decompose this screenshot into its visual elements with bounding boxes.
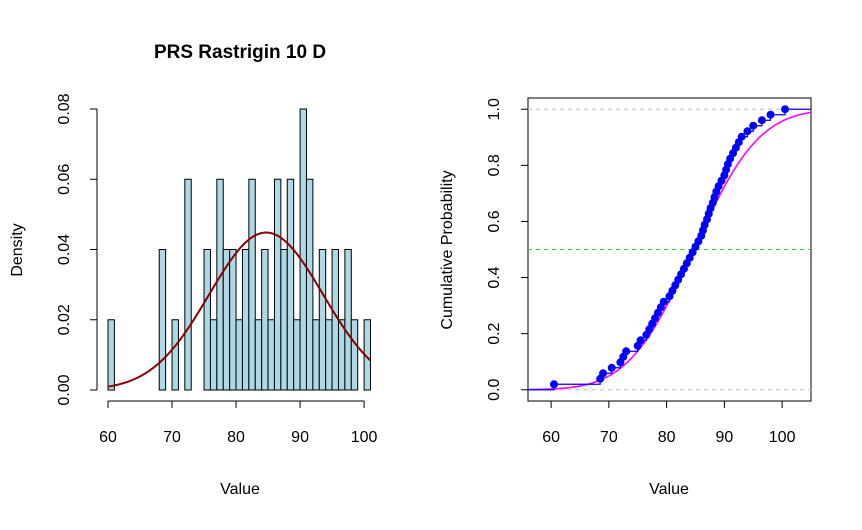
histogram-bar [350, 319, 359, 391]
theoretical-cdf-curve [527, 111, 812, 391]
histogram-y-axis: 0.00 0.02 0.04 0.06 0.08 [56, 93, 98, 406]
ecdf-y-tick-label: 1.0 [486, 98, 503, 120]
ecdf-y-tick-label: 0.6 [486, 210, 503, 232]
ecdf-point [743, 127, 752, 136]
ecdf-point [622, 347, 631, 356]
histogram-x-tick-label: 80 [227, 429, 245, 446]
ecdf-y-tick-label: 0.0 [486, 379, 503, 401]
ecdf-x-tick-label: 80 [658, 429, 676, 446]
histogram-y-tick-label: 0.04 [56, 234, 73, 265]
ecdf-x-tick-label: 90 [715, 429, 733, 446]
histogram-y-axis-label: Density [9, 223, 26, 276]
histogram-bar [203, 249, 211, 391]
histogram-bar [209, 319, 218, 391]
histogram-y-tick-label: 0.06 [56, 164, 73, 195]
ecdf-point [781, 105, 790, 114]
histogram-x-tick-label: 60 [99, 429, 117, 446]
histogram-bar [299, 108, 307, 391]
histogram-x-tick-label: 100 [351, 429, 378, 446]
histogram-bar [305, 178, 314, 391]
histogram-bar [248, 178, 256, 391]
histogram-bar [286, 178, 295, 391]
ecdf-panel: 60 70 80 90 100 0.0 0.2 0.4 0.6 0.8 1.0 Value Cum… [439, 97, 812, 498]
histogram-bar [171, 319, 179, 391]
ecdf-y-tick-label: 0.2 [486, 322, 503, 344]
histogram-bar [216, 178, 224, 391]
histogram-bar [293, 319, 301, 391]
ecdf-x-tick-label: 60 [542, 429, 560, 446]
histogram-bar [280, 249, 288, 391]
ecdf-point [757, 116, 766, 125]
ecdf-y-tick-label: 0.8 [486, 154, 503, 176]
histogram-bar [229, 249, 237, 391]
ecdf-points [549, 105, 790, 389]
histogram-bar [254, 319, 263, 391]
ecdf-point [749, 121, 758, 130]
ecdf-reference-lines [528, 108, 811, 391]
histogram-y-tick-label: 0.02 [56, 304, 73, 335]
ecdf-point [599, 369, 608, 378]
ecdf-point [737, 132, 746, 141]
histogram-x-axis: 60 70 80 90 100 [99, 400, 378, 446]
histogram-y-tick-label: 0.08 [56, 93, 73, 124]
histogram-bar [318, 249, 327, 391]
histogram-x-tick-label: 70 [163, 429, 181, 446]
ecdf-y-axis: 0.0 0.2 0.4 0.6 0.8 1.0 [486, 98, 528, 401]
histogram-bar [261, 249, 269, 391]
histogram-bar [344, 249, 352, 391]
histogram-x-tick-label: 90 [291, 429, 309, 446]
histogram-bar [184, 178, 192, 391]
histogram-bar [337, 319, 346, 391]
ecdf-x-axis: 60 70 80 90 100 [542, 401, 796, 446]
histogram-bar [107, 319, 115, 391]
ecdf-point [636, 336, 645, 345]
ecdf-x-axis-label: Value [649, 481, 689, 498]
histogram-bar [235, 319, 243, 391]
histogram-y-tick-label: 0.00 [56, 374, 73, 405]
histogram-x-axis-label: Value [220, 481, 260, 498]
ecdf-point [607, 363, 616, 372]
histogram-bar [158, 249, 167, 391]
histogram-panel: PRS Rastrigin 10 D 60 70 80 90 100 0.000.020… [9, 42, 378, 498]
histogram-title: PRS Rastrigin 10 D [154, 42, 326, 63]
ecdf-point [766, 110, 775, 119]
histogram-bars [107, 108, 372, 391]
ecdf-point [659, 297, 668, 306]
ecdf-x-tick-label: 100 [769, 429, 796, 446]
histogram-bar [241, 249, 250, 391]
ecdf-point [549, 380, 558, 389]
histogram-bar [273, 178, 282, 391]
histogram-bar [267, 319, 275, 391]
ecdf-y-tick-label: 0.4 [486, 266, 503, 288]
histogram-bar [312, 319, 320, 391]
histogram-bar [325, 319, 333, 391]
ecdf-y-axis-label: Cumulative Probability [439, 170, 456, 329]
normal-density-curve [107, 231, 372, 388]
ecdf-x-tick-label: 70 [600, 429, 618, 446]
